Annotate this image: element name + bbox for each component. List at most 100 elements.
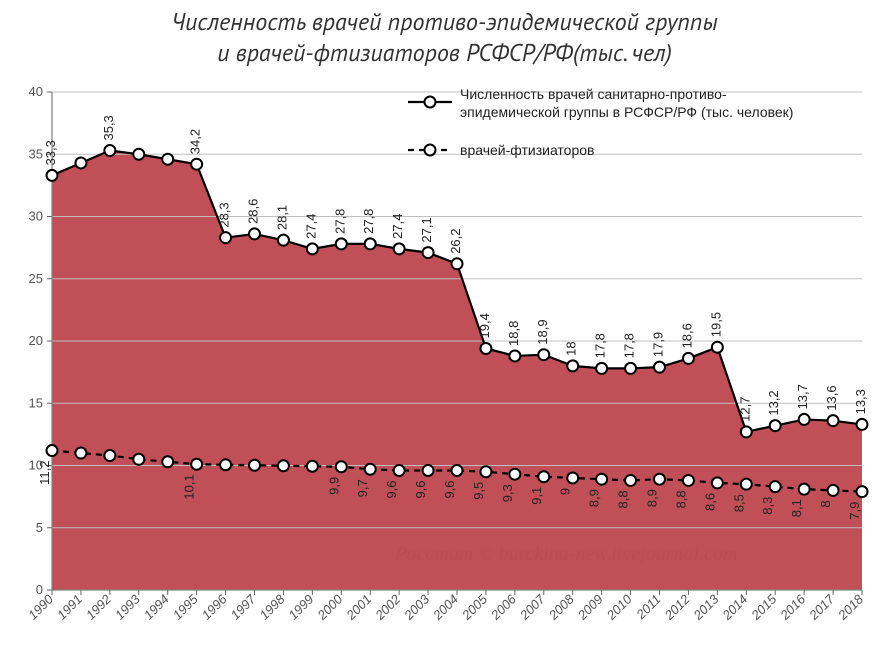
value-label-epidemic: 17,8 (593, 333, 608, 358)
y-tick-label: 15 (29, 395, 43, 410)
marker-phthisiatry (654, 474, 665, 485)
marker-epidemic (828, 415, 839, 426)
marker-phthisiatry (278, 460, 289, 471)
marker-phthisiatry (828, 485, 839, 496)
marker-phthisiatry (857, 486, 868, 497)
value-label-phthisiatry: 9,6 (384, 480, 399, 498)
value-label-phthisiatry: 8,8 (673, 490, 688, 508)
marker-phthisiatry (75, 448, 86, 459)
marker-phthisiatry (741, 479, 752, 490)
value-label-epidemic: 18,8 (506, 321, 521, 346)
legend-label-phthisiatry: врачей-фтизиаторов (460, 142, 594, 158)
marker-phthisiatry (452, 465, 463, 476)
marker-phthisiatry (567, 472, 578, 483)
marker-phthisiatry (191, 459, 202, 470)
value-label-epidemic: 18,6 (679, 323, 694, 348)
x-tick-label: 1993 (112, 591, 144, 623)
legend-marker-epidemic (425, 97, 436, 108)
value-label-epidemic: 12,7 (737, 397, 752, 422)
x-tick-label: 2010 (603, 591, 635, 623)
value-label-epidemic: 27,8 (361, 209, 376, 234)
value-label-epidemic: 33,3 (43, 140, 58, 165)
marker-epidemic (538, 349, 549, 360)
marker-epidemic (191, 159, 202, 170)
legend-label-epidemic: Численность врачей санитарно-противо- (460, 86, 727, 102)
value-label-phthisiatry: 8,5 (731, 494, 746, 512)
legend-label-epidemic: эпидемической группы в РСФСР/РФ (тыс. че… (460, 104, 793, 120)
x-tick-label: 1998 (256, 591, 288, 623)
marker-epidemic (799, 414, 810, 425)
value-label-epidemic: 27,8 (332, 209, 347, 234)
marker-phthisiatry (799, 484, 810, 495)
x-tick-label: 1996 (199, 591, 231, 623)
marker-epidemic (249, 228, 260, 239)
marker-epidemic (596, 363, 607, 374)
value-label-phthisiatry: 8,1 (789, 499, 804, 517)
marker-epidemic (133, 149, 144, 160)
value-label-epidemic: 34,2 (188, 129, 203, 154)
x-tick-label: 1995 (170, 591, 202, 623)
marker-epidemic (480, 343, 491, 354)
legend: Численность врачей санитарно-противо-эпи… (408, 86, 793, 158)
x-tick-label: 2014 (719, 592, 751, 624)
marker-epidemic (365, 238, 376, 249)
value-label-epidemic: 19,5 (708, 312, 723, 337)
marker-epidemic (423, 247, 434, 258)
legend-marker-phthisiatry (425, 145, 436, 156)
marker-epidemic (567, 360, 578, 371)
value-label-epidemic: 35,3 (101, 115, 116, 140)
marker-epidemic (394, 243, 405, 254)
y-tick-label: 20 (29, 333, 43, 348)
value-label-phthisiatry: 10,1 (182, 474, 197, 499)
x-tick-label: 2004 (429, 592, 461, 624)
value-label-epidemic: 18 (564, 341, 579, 355)
y-tick-label: 5 (36, 520, 43, 535)
marker-epidemic (741, 426, 752, 437)
marker-epidemic (278, 235, 289, 246)
x-tick-label: 2013 (690, 591, 722, 623)
value-label-phthisiatry: 9,3 (500, 484, 515, 502)
marker-epidemic (654, 362, 665, 373)
marker-phthisiatry (480, 466, 491, 477)
value-label-phthisiatry: 8,9 (645, 489, 660, 507)
y-tick-label: 25 (29, 271, 43, 286)
chart-svg: Росстат © burckina-new.livejournal.com05… (0, 0, 889, 645)
value-label-epidemic: 27,4 (390, 214, 405, 239)
x-tick-label: 2018 (834, 591, 866, 623)
marker-epidemic (452, 258, 463, 269)
marker-phthisiatry (538, 471, 549, 482)
x-tick-label: 1992 (83, 591, 115, 623)
marker-epidemic (104, 145, 115, 156)
y-tick-label: 40 (29, 84, 43, 99)
x-tick-label: 2016 (776, 591, 808, 623)
value-label-epidemic: 17,8 (622, 333, 637, 358)
marker-phthisiatry (770, 481, 781, 492)
marker-phthisiatry (712, 477, 723, 488)
marker-phthisiatry (307, 461, 318, 472)
marker-epidemic (625, 363, 636, 374)
marker-epidemic (162, 154, 173, 165)
marker-epidemic (683, 353, 694, 364)
marker-phthisiatry (423, 465, 434, 476)
value-label-phthisiatry: 9,6 (442, 480, 457, 498)
x-tick-label: 2012 (661, 591, 693, 623)
x-tick-label: 2017 (805, 591, 837, 623)
value-label-phthisiatry: 9 (558, 488, 573, 495)
value-label-phthisiatry: 8,8 (616, 490, 631, 508)
marker-phthisiatry (509, 469, 520, 480)
x-tick-label: 2009 (574, 592, 606, 624)
value-label-epidemic: 28,1 (274, 205, 289, 230)
value-label-epidemic: 18,9 (535, 319, 550, 344)
value-label-epidemic: 27,4 (303, 214, 318, 239)
value-label-epidemic: 26,2 (448, 228, 463, 253)
value-label-epidemic: 13,7 (795, 384, 810, 409)
marker-epidemic (47, 170, 58, 181)
marker-epidemic (75, 157, 86, 168)
y-tick-label: 35 (29, 146, 43, 161)
value-label-phthisiatry: 8,6 (702, 493, 717, 511)
value-label-phthisiatry: 8 (818, 500, 833, 507)
x-tick-label: 2015 (748, 591, 780, 623)
value-label-epidemic: 28,3 (217, 202, 232, 227)
marker-phthisiatry (220, 459, 231, 470)
x-tick-label: 2001 (343, 592, 375, 624)
